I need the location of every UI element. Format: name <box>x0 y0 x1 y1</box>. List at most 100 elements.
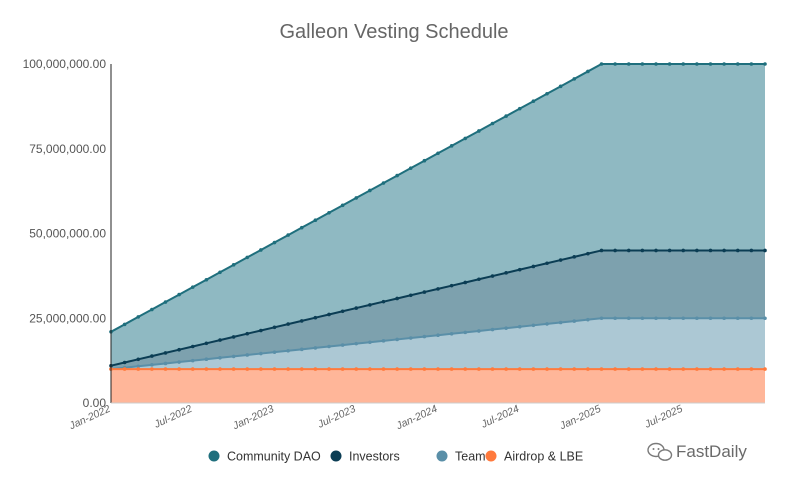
point-investors-33 <box>558 258 563 262</box>
point-community-dao-44 <box>708 62 713 66</box>
y-tick-label: 0.00 <box>83 396 107 410</box>
point-investors-13 <box>286 322 290 326</box>
legend-label: Investors <box>349 450 400 464</box>
point-community-dao-5 <box>177 292 181 297</box>
point-community-dao-12 <box>272 240 277 245</box>
point-airdrop-lbe-11 <box>259 367 263 371</box>
legend-item-airdrop-lbe[interactable]: Airdrop & LBE <box>485 450 584 464</box>
point-community-dao-2 <box>136 315 141 319</box>
point-team-17 <box>340 343 345 347</box>
point-community-dao-23 <box>422 158 427 163</box>
point-team-20 <box>381 339 386 343</box>
legend-item-community-dao[interactable]: Community DAO <box>208 450 322 464</box>
point-investors-28 <box>490 274 495 278</box>
point-airdrop-lbe-26 <box>463 367 468 371</box>
point-team-39 <box>640 316 645 321</box>
point-team-3 <box>150 363 154 367</box>
point-airdrop-lbe-35 <box>586 367 590 371</box>
legend-swatch <box>436 450 448 462</box>
point-community-dao-26 <box>463 136 468 141</box>
point-community-dao-45 <box>722 62 726 66</box>
point-investors-22 <box>408 293 413 298</box>
legend-item-investors[interactable]: Investors <box>330 450 400 464</box>
point-airdrop-lbe-45 <box>722 367 726 371</box>
point-community-dao-30 <box>517 106 522 111</box>
point-investors-5 <box>177 347 181 352</box>
point-team-21 <box>395 337 399 342</box>
point-community-dao-33 <box>558 84 563 89</box>
point-airdrop-lbe-22 <box>408 367 413 371</box>
point-community-dao-20 <box>381 181 386 185</box>
point-team-4 <box>163 361 168 366</box>
point-team-33 <box>558 320 563 325</box>
point-airdrop-lbe-10 <box>245 367 250 371</box>
point-team-23 <box>422 334 427 339</box>
point-team-6 <box>190 358 195 363</box>
point-team-34 <box>572 319 577 323</box>
point-community-dao-11 <box>259 248 263 252</box>
point-investors-25 <box>449 283 454 288</box>
point-team-2 <box>136 364 141 369</box>
point-team-19 <box>368 340 372 345</box>
point-investors-14 <box>299 319 304 323</box>
point-airdrop-lbe-15 <box>313 367 318 371</box>
x-tick-label: Jan-2023 <box>230 403 276 433</box>
point-airdrop-lbe-34 <box>572 367 577 371</box>
point-team-37 <box>613 316 617 321</box>
point-team-15 <box>313 346 318 350</box>
legend-label: Team <box>455 450 486 464</box>
point-investors-36 <box>599 248 604 253</box>
legend-item-team[interactable]: Team <box>436 450 486 464</box>
point-team-40 <box>654 316 658 321</box>
point-team-13 <box>286 348 290 353</box>
point-community-dao-25 <box>449 144 454 148</box>
watermark-text: FastDaily <box>676 442 747 461</box>
point-investors-1 <box>122 360 127 365</box>
plot-areas <box>109 62 767 403</box>
x-tick-label: Jan-2025 <box>557 403 603 433</box>
point-team-47 <box>749 316 754 321</box>
point-investors-23 <box>422 290 427 294</box>
point-community-dao-47 <box>749 62 754 66</box>
legend: Community DAO Investors Team Airdrop & LBE <box>208 450 584 464</box>
point-community-dao-42 <box>681 62 686 66</box>
point-airdrop-lbe-28 <box>490 367 495 371</box>
point-airdrop-lbe-19 <box>368 367 372 371</box>
point-community-dao-41 <box>667 62 672 66</box>
point-airdrop-lbe-6 <box>190 367 195 371</box>
point-community-dao-34 <box>572 77 577 81</box>
point-airdrop-lbe-7 <box>204 367 209 371</box>
point-investors-47 <box>749 248 754 253</box>
point-airdrop-lbe-16 <box>327 367 331 371</box>
point-community-dao-31 <box>531 99 536 103</box>
point-team-18 <box>354 341 359 346</box>
point-community-dao-35 <box>586 69 590 74</box>
point-investors-37 <box>613 248 617 253</box>
point-investors-16 <box>327 312 331 317</box>
point-community-dao-43 <box>695 62 699 66</box>
point-team-26 <box>463 330 468 335</box>
point-team-46 <box>735 316 740 321</box>
point-investors-31 <box>531 264 536 269</box>
point-investors-29 <box>504 271 508 275</box>
point-team-16 <box>327 344 331 349</box>
x-tick-label: Jul-2023 <box>315 403 358 431</box>
point-airdrop-lbe-24 <box>436 367 440 371</box>
y-tick-label: 75,000,000.00 <box>29 142 106 156</box>
point-investors-19 <box>368 303 372 307</box>
point-community-dao-27 <box>477 129 481 133</box>
point-investors-46 <box>735 248 740 253</box>
point-community-dao-18 <box>354 196 359 200</box>
point-team-35 <box>586 317 590 322</box>
point-investors-32 <box>545 261 549 266</box>
point-investors-27 <box>477 277 481 282</box>
point-community-dao-13 <box>286 233 290 237</box>
point-community-dao-24 <box>436 151 440 156</box>
point-airdrop-lbe-20 <box>381 367 386 371</box>
point-community-dao-36 <box>599 62 604 66</box>
point-investors-38 <box>626 248 631 253</box>
point-investors-8 <box>218 338 222 342</box>
point-team-8 <box>218 356 222 360</box>
x-tick-label: Jul-2022 <box>152 403 195 431</box>
